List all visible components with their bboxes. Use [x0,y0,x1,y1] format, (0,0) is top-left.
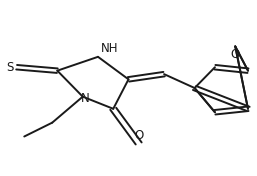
Text: O: O [134,129,143,142]
Text: S: S [7,61,14,74]
Text: O: O [231,48,240,61]
Text: NH: NH [100,42,118,55]
Text: N: N [81,92,90,105]
